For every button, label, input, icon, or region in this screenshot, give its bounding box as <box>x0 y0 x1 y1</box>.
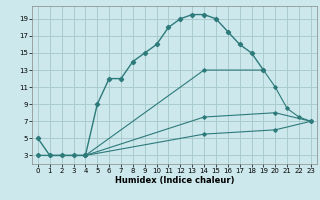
X-axis label: Humidex (Indice chaleur): Humidex (Indice chaleur) <box>115 176 234 185</box>
